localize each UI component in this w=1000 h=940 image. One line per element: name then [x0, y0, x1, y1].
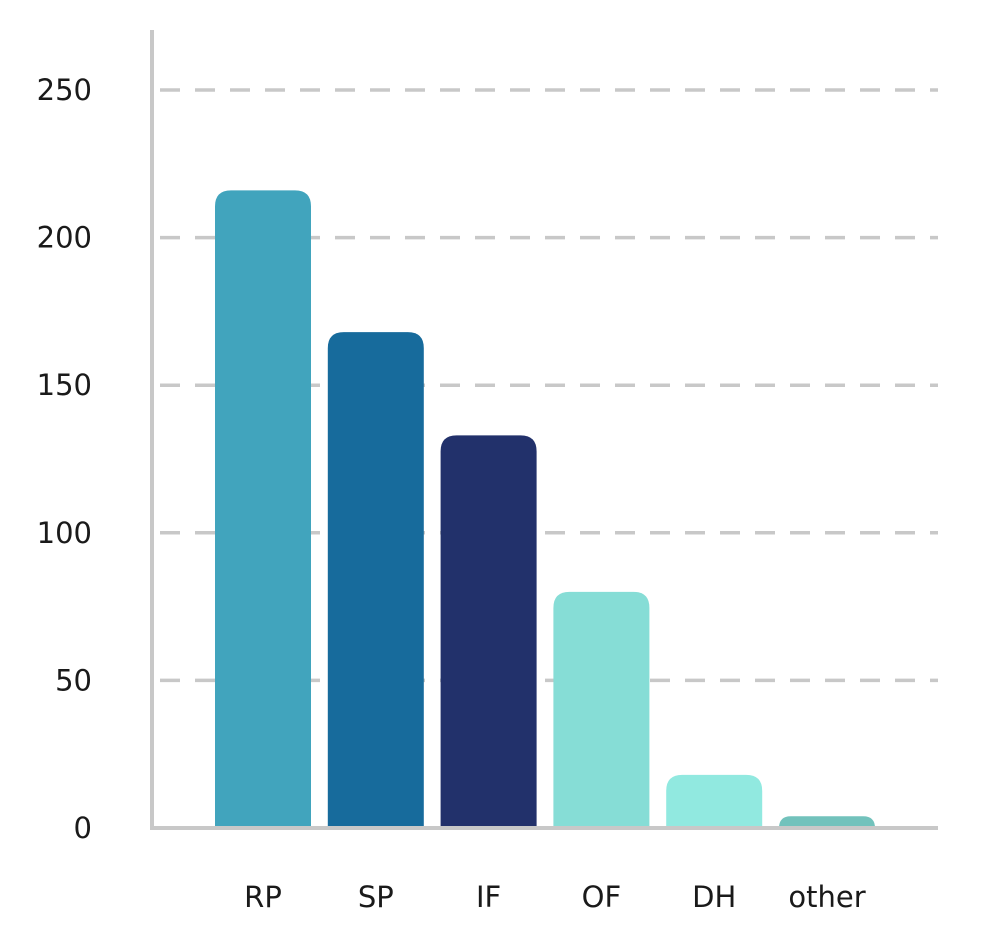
bar-sp: [327, 332, 424, 828]
bar-if: [440, 435, 537, 828]
y-tick-label-150: 150: [37, 368, 92, 402]
x-tick-label-other: other: [788, 880, 865, 914]
y-tick-label-0: 0: [74, 811, 92, 845]
y-tick-label-200: 200: [37, 221, 92, 255]
x-tick-labels: RP SP IF OF DH other: [244, 880, 866, 914]
bar-other: [779, 816, 875, 828]
x-tick-label-rp: RP: [244, 880, 282, 914]
bar-rp: [215, 190, 311, 829]
bar-dh: [666, 774, 763, 828]
bar-of: [553, 591, 650, 828]
axes: [150, 30, 938, 830]
y-tick-labels: 0 50 100 150 200 250: [37, 73, 92, 845]
x-tick-label-of: OF: [582, 880, 622, 914]
x-tick-label-sp: SP: [358, 880, 394, 914]
x-tick-label-dh: DH: [692, 880, 736, 914]
y-tick-label-100: 100: [37, 516, 92, 550]
y-tick-label-50: 50: [55, 663, 92, 697]
x-tick-label-if: IF: [476, 880, 501, 914]
gridlines: [160, 88, 938, 683]
y-tick-label-250: 250: [37, 73, 92, 107]
bars: [215, 190, 875, 829]
